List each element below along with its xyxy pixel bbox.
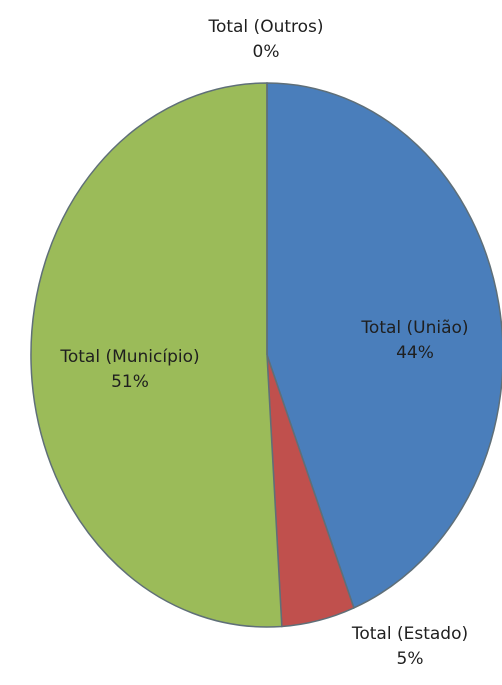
slice-label-uniao-name: Total (União) <box>361 318 469 338</box>
slice-label-municipio: Total (Município) 51% <box>25 345 235 395</box>
slice-label-uniao-percent: 44% <box>396 343 434 363</box>
slice-label-outros-name: Total (Outros) <box>208 17 324 37</box>
slice-label-outros: Total (Outros) 0% <box>171 15 361 65</box>
slice-label-outros-percent: 0% <box>252 42 280 62</box>
slice-label-estado-percent: 5% <box>396 649 424 669</box>
pie-slice-total-uni-o <box>266 82 502 609</box>
slice-label-municipio-name: Total (Município) <box>60 347 200 367</box>
slice-label-estado-name: Total (Estado) <box>351 624 469 644</box>
slice-label-estado: Total (Estado) 5% <box>320 622 500 672</box>
slice-label-municipio-percent: 51% <box>111 372 149 392</box>
pie-slice-total-munic-pio <box>30 82 283 628</box>
slice-label-uniao: Total (União) 44% <box>340 316 490 366</box>
